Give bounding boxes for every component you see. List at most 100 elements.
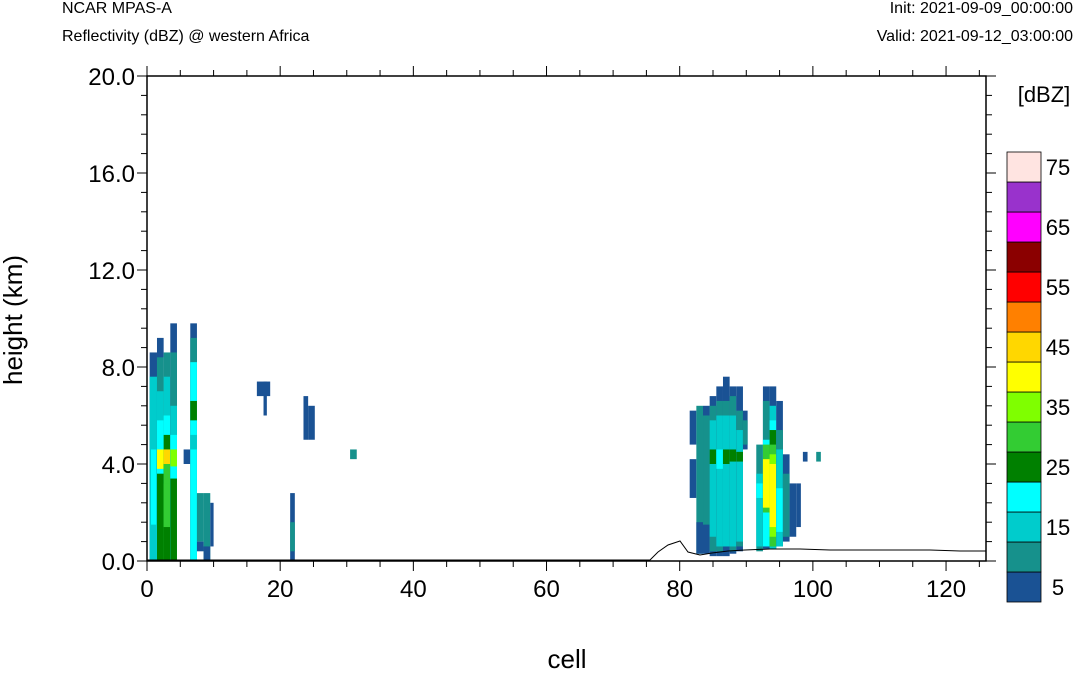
reflectivity-cell [722, 449, 730, 464]
reflectivity-cell [729, 449, 737, 462]
init-time: Init: 2021-09-09_00:00:00 [889, 0, 1073, 17]
reflectivity-cell [796, 483, 801, 528]
y-tick-label: 4.0 [102, 452, 135, 479]
reflectivity-cell [782, 473, 790, 537]
colorbar-label: 65 [1046, 215, 1070, 240]
reflectivity-cell [736, 451, 743, 462]
colorbar-swatch [1006, 391, 1042, 423]
reflectivity-cell [196, 541, 204, 552]
colorbar-swatch [1006, 151, 1042, 183]
reflectivity-cell [709, 449, 717, 464]
valid-time: Valid: 2021-09-12_03:00:00 [876, 28, 1073, 45]
reflectivity-cell [190, 434, 197, 450]
reflectivity-cell [150, 449, 157, 561]
y-tick-label: 8.0 [102, 355, 135, 382]
model-title: NCAR MPAS-A [62, 0, 172, 17]
field-title: Reflectivity (dBZ) @ western Africa [62, 28, 310, 45]
y-axis-label: height (km) [0, 255, 28, 385]
reflectivity-cell [716, 449, 723, 469]
reflectivity-cell [156, 449, 164, 469]
y-tick-label: 0.0 [102, 549, 135, 576]
reflectivity-cell [170, 478, 177, 561]
reflectivity-cell [789, 483, 797, 537]
reflectivity-cell [290, 522, 295, 552]
x-tick-label: 120 [926, 576, 966, 603]
reflectivity-cell [163, 527, 171, 561]
reflectivity-cell [716, 415, 723, 547]
reflectivity-cell [190, 362, 197, 561]
colorbar-label: 5 [1052, 575, 1064, 600]
reflectivity-cell [736, 430, 743, 542]
reflectivity-cell [709, 420, 717, 537]
y-tick-label: 12.0 [88, 258, 135, 285]
reflectivity-cells [149, 323, 821, 561]
x-tick-label: 60 [533, 576, 560, 603]
colorbar-swatch [1006, 241, 1042, 273]
colorbar-label: 55 [1046, 275, 1070, 300]
colorbar-swatch [1006, 181, 1042, 213]
colorbar-swatch [1006, 361, 1042, 393]
colorbar-swatch [1006, 421, 1042, 453]
x-tick-labels: 0 20 40 60 80 100 120 [140, 576, 966, 603]
colorbar: 5 15 25 35 45 55 65 75 [1006, 151, 1070, 603]
reflectivity-cell [183, 449, 191, 464]
terrain-line [147, 540, 986, 561]
reflectivity-cell [703, 415, 710, 525]
colorbar-title: [dBZ] [1018, 82, 1071, 107]
reflectivity-cell [190, 400, 197, 421]
reflectivity-cell [729, 415, 737, 547]
y-tick-label: 20.0 [88, 64, 135, 91]
colorbar-label: 15 [1046, 515, 1070, 540]
colorbar-label: 45 [1046, 335, 1070, 360]
colorbar-label: 25 [1046, 455, 1070, 480]
plot-frame [146, 75, 987, 562]
reflectivity-cell [308, 405, 315, 440]
x-axis-label: cell [547, 644, 586, 674]
reflectivity-cell [263, 381, 267, 416]
x-tick-label: 40 [400, 576, 427, 603]
axis-ticks [137, 66, 996, 571]
y-tick-label: 16.0 [88, 161, 135, 188]
colorbar-label: 35 [1046, 395, 1070, 420]
reflectivity-cell [163, 483, 171, 528]
reflectivity-cell [762, 459, 770, 508]
reflectivity-cell [756, 473, 763, 547]
reflectivity-cell [689, 410, 697, 445]
reflectivity-cell [350, 449, 357, 460]
colorbar-swatch [1006, 451, 1042, 483]
reflectivity-cell [696, 522, 704, 554]
reflectivity-cell [776, 488, 783, 532]
reflectivity-cell [163, 449, 171, 464]
reflectivity-cell [203, 493, 211, 561]
reflectivity-cell [816, 451, 821, 462]
reflectivity-cell [303, 396, 309, 440]
colorbar-swatch [1006, 571, 1042, 603]
reflectivity-cell [742, 420, 748, 445]
colorbar-swatch [1006, 541, 1042, 573]
colorbar-swatch [1006, 481, 1042, 513]
colorbar-swatch [1006, 301, 1042, 333]
reflectivity-cell [150, 524, 157, 561]
x-tick-label: 100 [793, 576, 833, 603]
reflectivity-cell [802, 451, 808, 462]
reflectivity-cell [769, 464, 777, 528]
reflectivity-cell [696, 405, 704, 554]
colorbar-swatch [1006, 511, 1042, 543]
reflectivity-cell [156, 473, 164, 561]
colorbar-swatch [1006, 211, 1042, 243]
colorbar-swatch [1006, 271, 1042, 303]
x-tick-label: 0 [140, 576, 153, 603]
reflectivity-cell [196, 493, 204, 542]
reflectivity-cell [722, 415, 730, 547]
reflectivity-cell [689, 459, 697, 498]
x-tick-label: 80 [666, 576, 693, 603]
colorbar-swatch [1006, 331, 1042, 363]
y-tick-labels: 0.0 4.0 8.0 12.0 16.0 20.0 [88, 64, 135, 576]
reflectivity-cell [756, 483, 763, 498]
reflectivity-cell [170, 449, 177, 467]
reflectivity-cell [210, 502, 214, 547]
x-tick-label: 20 [267, 576, 294, 603]
colorbar-label: 75 [1046, 155, 1070, 180]
reflectivity-cell [203, 546, 211, 561]
